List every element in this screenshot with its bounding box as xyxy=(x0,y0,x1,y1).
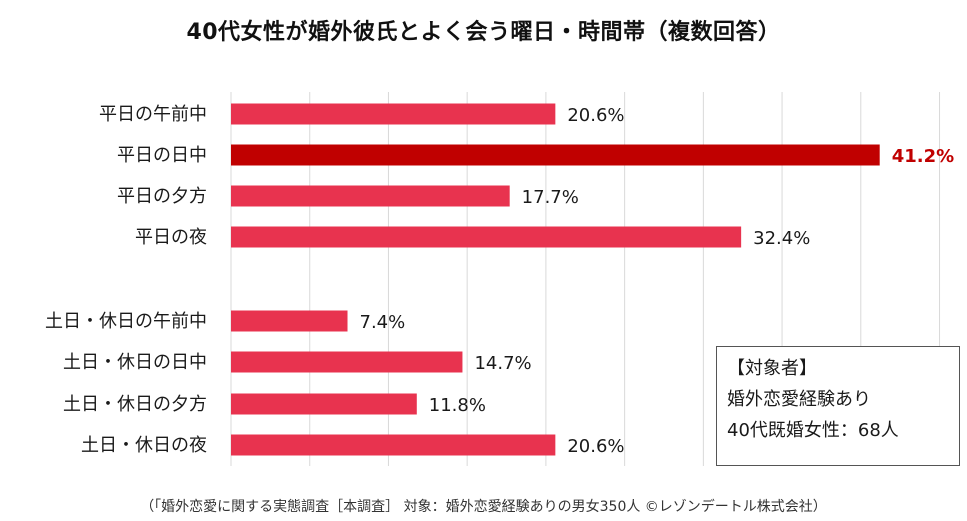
value-label: 41.2% xyxy=(892,146,954,167)
note-line-2: 40代既婚女性：68人 xyxy=(727,420,899,441)
value-label: 17.7% xyxy=(522,187,579,208)
bar xyxy=(231,434,556,456)
value-labels: 20.6% 41.2% 17.7% 32.4% 7.4% 14.7% 11.8% 20.6% xyxy=(360,105,955,457)
category-label: 土日・休日の日中 xyxy=(63,352,207,373)
bar xyxy=(231,103,556,125)
bar xyxy=(231,393,417,415)
value-label: 11.8% xyxy=(429,395,486,416)
bar xyxy=(231,310,348,332)
category-label: 平日の夕方 xyxy=(117,186,207,207)
category-labels: 平日の午前中平日の日中平日の夕方平日の夜土日・休日の午前中土日・休日の日中土日・… xyxy=(45,104,207,456)
category-label: 平日の日中 xyxy=(117,145,207,166)
bar xyxy=(231,185,510,207)
value-label: 20.6% xyxy=(567,436,624,457)
category-label: 土日・休日の夜 xyxy=(81,435,207,456)
note-heading: 【対象者】 xyxy=(727,358,817,379)
bar xyxy=(231,144,880,166)
value-label: 20.6% xyxy=(567,105,624,126)
chart-title: 40代女性が婚外彼氏とよく会う曜日・時間帯（複数回答） xyxy=(186,20,781,45)
bar xyxy=(231,351,463,373)
source-footer: （「婚外恋愛に関する実態調査［本調査］ 対象：婚外恋愛経験ありの男女350人 ©… xyxy=(140,499,827,515)
value-label: 14.7% xyxy=(474,353,531,374)
category-label: 平日の午前中 xyxy=(99,104,207,125)
bar xyxy=(231,226,742,248)
bars xyxy=(231,103,880,456)
category-label: 土日・休日の午前中 xyxy=(45,311,207,332)
note-line-1: 婚外恋愛経験あり xyxy=(727,389,871,410)
value-label: 32.4% xyxy=(753,228,810,249)
category-label: 土日・休日の夕方 xyxy=(63,394,207,415)
respondent-note: 【対象者】 婚外恋愛経験あり 40代既婚女性：68人 xyxy=(716,346,960,466)
value-label: 7.4% xyxy=(360,312,406,333)
category-label: 平日の夜 xyxy=(135,227,207,248)
